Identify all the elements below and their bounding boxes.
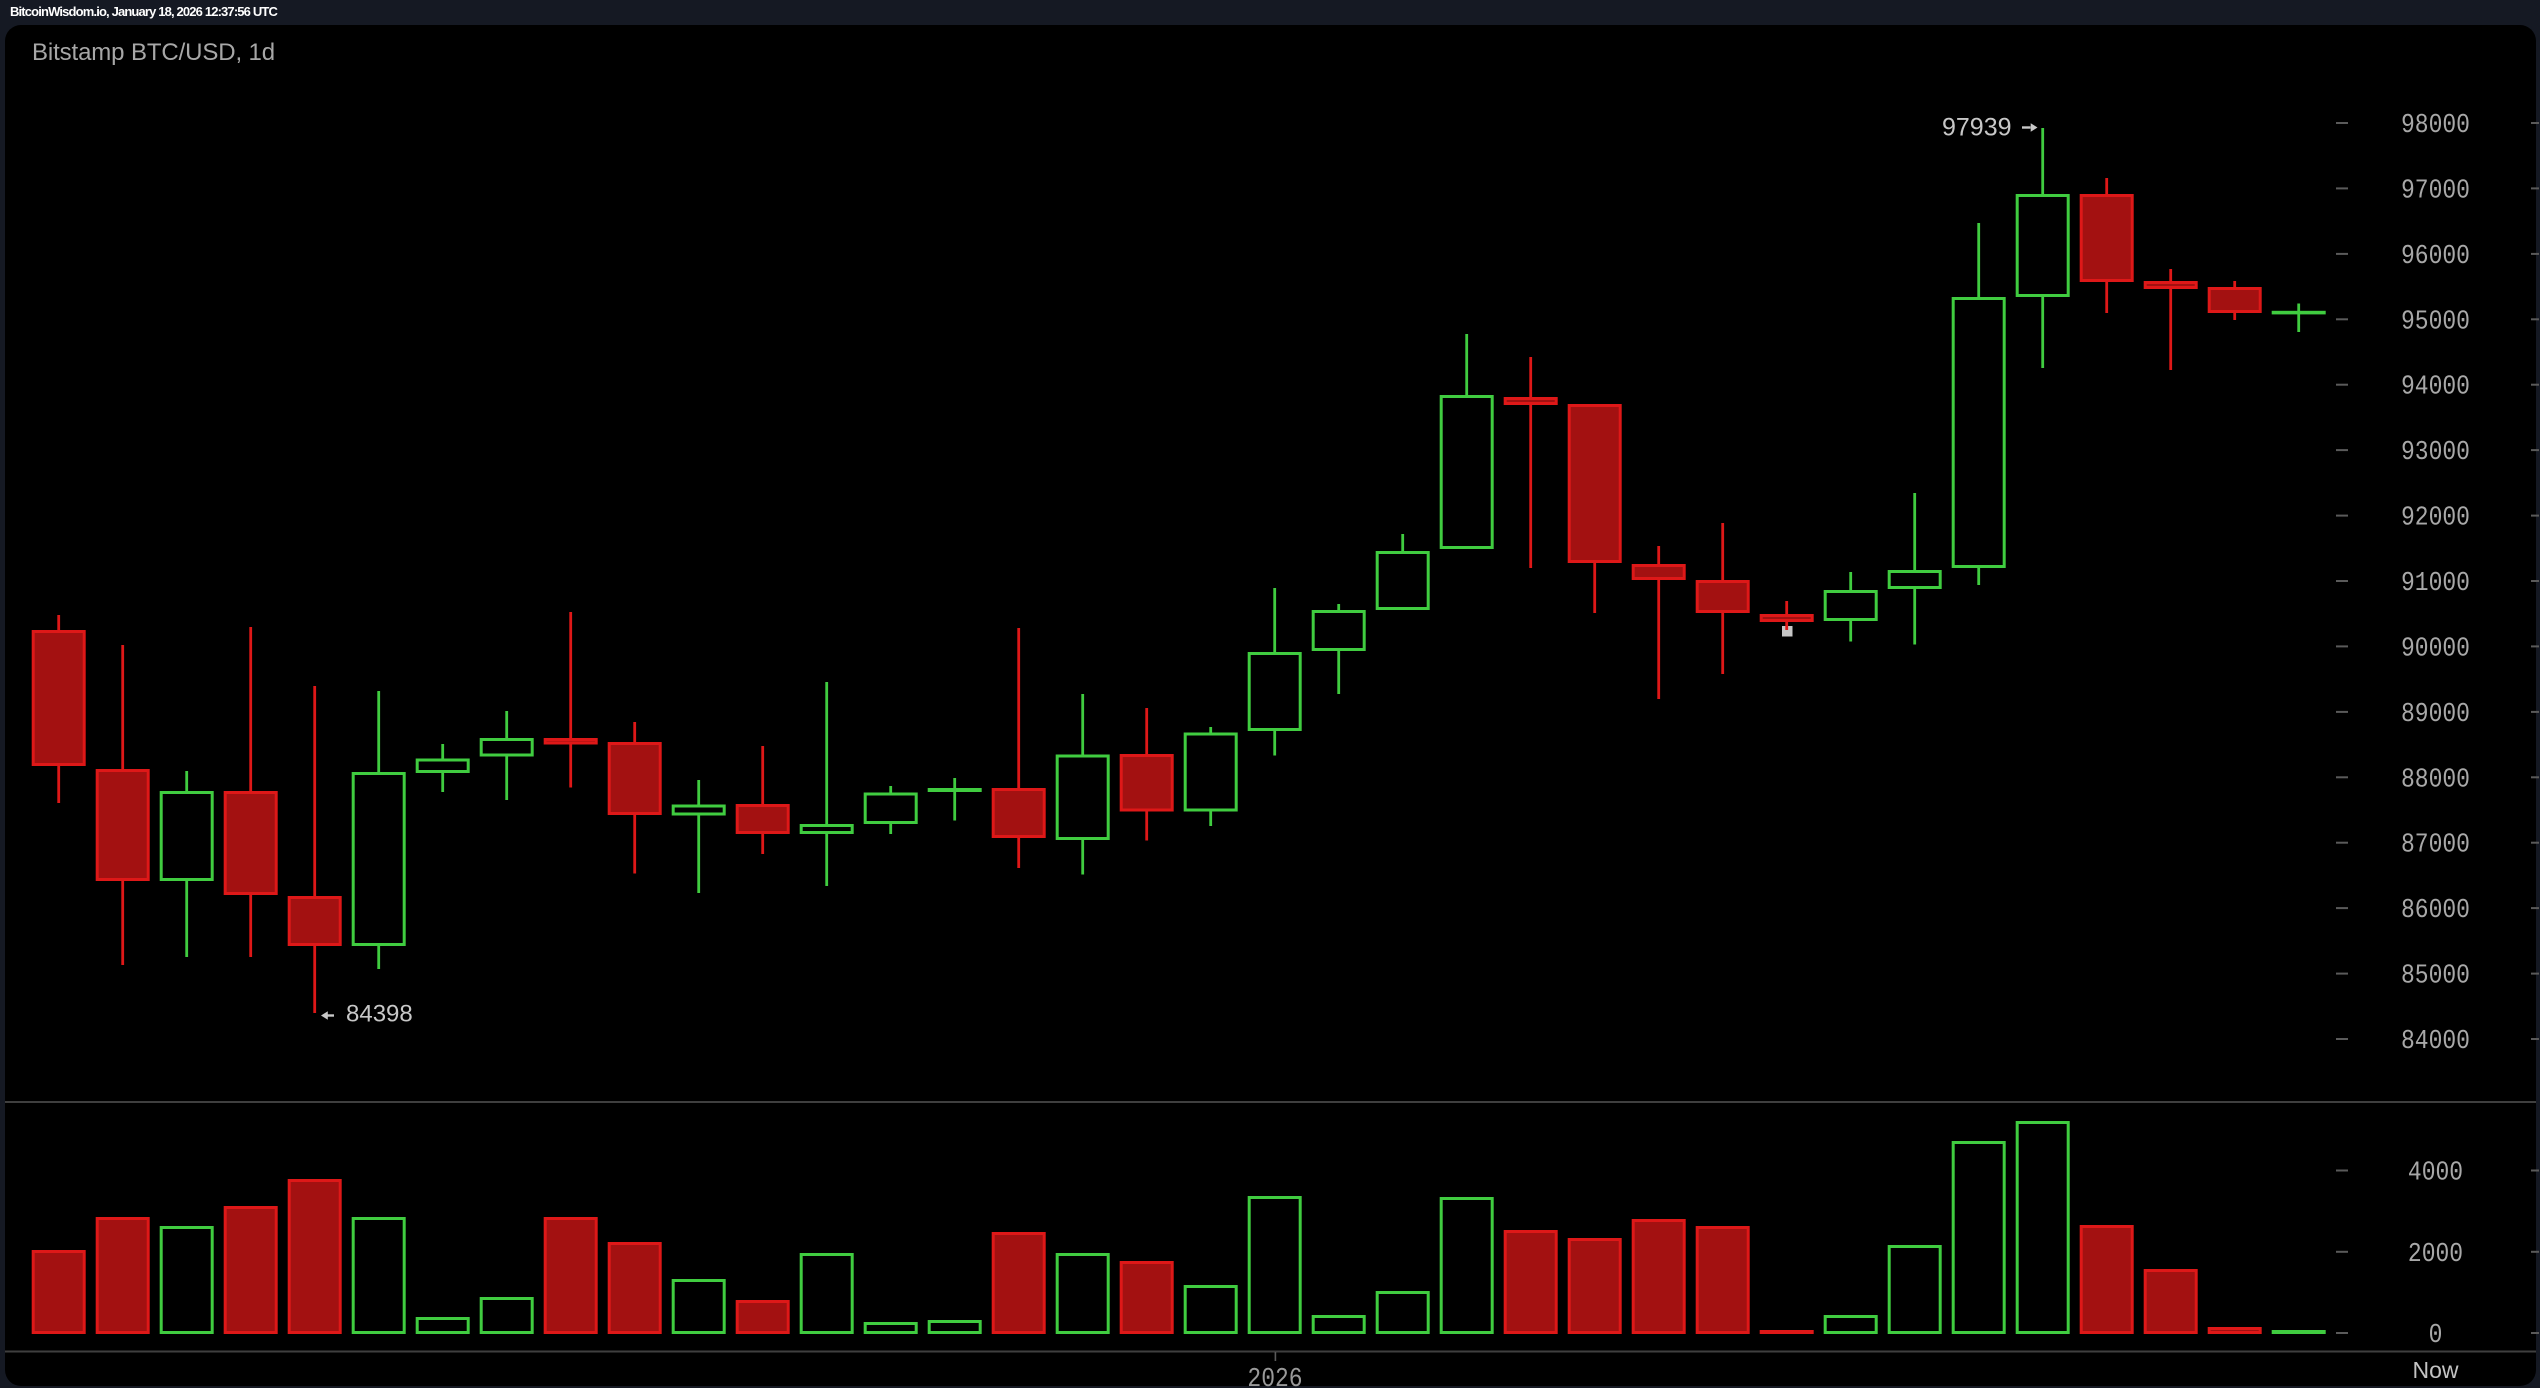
svg-text:90000: 90000 bbox=[2401, 634, 2470, 664]
svg-text:84398: 84398 bbox=[346, 1001, 413, 1028]
svg-text:95000: 95000 bbox=[2401, 307, 2470, 337]
svg-text:2000: 2000 bbox=[2408, 1239, 2463, 1269]
svg-text:84000: 84000 bbox=[2401, 1027, 2470, 1057]
svg-text:98000: 98000 bbox=[2401, 111, 2470, 141]
svg-text:86000: 86000 bbox=[2401, 896, 2470, 926]
svg-text:91000: 91000 bbox=[2401, 569, 2470, 599]
svg-text:89000: 89000 bbox=[2401, 699, 2470, 729]
svg-text:97000: 97000 bbox=[2401, 176, 2470, 206]
svg-text:Bitstamp BTC/USD, 1d: Bitstamp BTC/USD, 1d bbox=[32, 39, 275, 66]
svg-text:93000: 93000 bbox=[2401, 438, 2470, 468]
svg-text:Now: Now bbox=[2412, 1357, 2458, 1383]
svg-text:96000: 96000 bbox=[2401, 241, 2470, 271]
svg-text:88000: 88000 bbox=[2401, 765, 2470, 795]
svg-text:0: 0 bbox=[2429, 1321, 2443, 1351]
svg-text:94000: 94000 bbox=[2401, 372, 2470, 402]
svg-text:97939: 97939 bbox=[1942, 114, 2012, 142]
svg-text:87000: 87000 bbox=[2401, 830, 2470, 860]
svg-text:92000: 92000 bbox=[2401, 503, 2470, 533]
svg-text:4000: 4000 bbox=[2408, 1158, 2463, 1188]
svg-text:2026: 2026 bbox=[1247, 1365, 1302, 1388]
svg-text:85000: 85000 bbox=[2401, 961, 2470, 991]
